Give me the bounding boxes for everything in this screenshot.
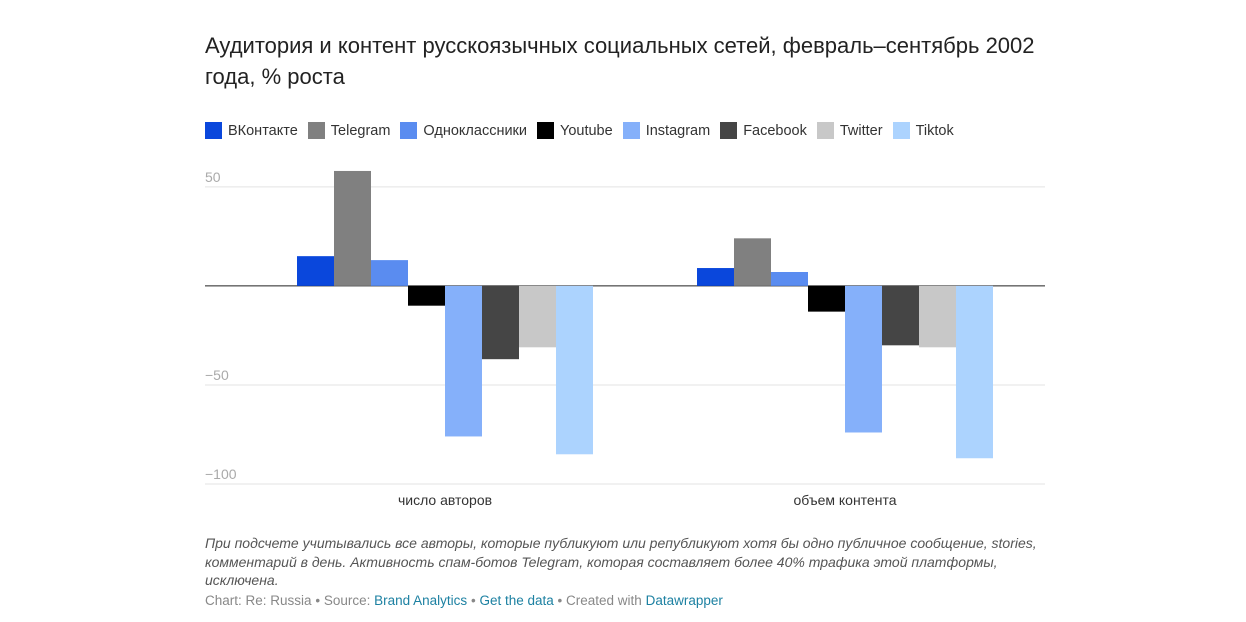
legend-item: ВКонтакте xyxy=(205,122,298,139)
legend-label: Instagram xyxy=(645,122,711,139)
bar xyxy=(556,285,593,455)
legend-item: Instagram xyxy=(622,122,711,139)
bar xyxy=(734,238,771,286)
legend-item: Facebook xyxy=(720,122,807,139)
legend-swatch xyxy=(892,122,910,139)
bar xyxy=(408,285,445,306)
data-link[interactable]: Get the data xyxy=(479,593,554,608)
bar xyxy=(445,285,482,437)
bar xyxy=(771,272,808,286)
legend-label: Одноклассники xyxy=(423,122,527,139)
header: Аудитория и контент русскоязычных социал… xyxy=(205,30,1045,139)
bar xyxy=(697,268,734,286)
y-tick-label: 50 xyxy=(205,169,221,185)
legend-label: Youtube xyxy=(560,122,613,139)
x-tick-label: число авторов xyxy=(398,492,492,508)
source-label: Source: xyxy=(323,593,371,608)
bar xyxy=(519,285,556,348)
separator: • xyxy=(557,593,563,608)
legend-swatch xyxy=(205,122,222,139)
credit: Chart: Re: Russia xyxy=(205,593,312,608)
bar xyxy=(919,285,956,348)
legend-swatch xyxy=(622,122,640,139)
legend-swatch xyxy=(400,122,418,139)
tool-link[interactable]: Datawrapper xyxy=(645,593,723,608)
legend-item: Telegram xyxy=(307,122,391,139)
created-label: Created with xyxy=(566,593,642,608)
legend-item: Одноклассники xyxy=(400,122,527,139)
legend-swatch xyxy=(307,122,325,139)
bar xyxy=(808,285,845,312)
y-tick-label: −50 xyxy=(205,367,229,383)
y-tick-label: −100 xyxy=(205,466,237,482)
legend-swatch xyxy=(537,122,554,139)
legend-label: Telegram xyxy=(330,122,391,139)
bar xyxy=(956,285,993,459)
separator: • xyxy=(315,593,321,608)
legend-item: Tiktok xyxy=(892,122,954,139)
bar xyxy=(297,256,334,286)
source-line: Chart: Re: Russia • Source: Brand Analyt… xyxy=(205,593,723,608)
separator: • xyxy=(470,593,476,608)
legend-item: Twitter xyxy=(816,122,883,139)
legend: ВКонтакте Telegram Одноклассники Youtube Ins… xyxy=(205,122,954,139)
bar xyxy=(845,285,882,433)
bar xyxy=(371,260,408,286)
legend-label: ВКонтакте xyxy=(228,122,298,139)
bar xyxy=(334,170,371,286)
bar xyxy=(482,285,519,360)
legend-label: Tiktok xyxy=(915,122,954,139)
source-link[interactable]: Brand Analytics xyxy=(374,593,468,608)
notes: При подсчете учитывались все авторы, кот… xyxy=(205,535,1037,588)
x-tick-label: объем контента xyxy=(793,492,896,508)
chart-title: Аудитория и контент русскоязычных социал… xyxy=(205,33,1035,89)
legend-item: Youtube xyxy=(537,122,613,139)
legend-swatch xyxy=(720,122,738,139)
legend-label: Twitter xyxy=(839,122,883,139)
legend-swatch xyxy=(816,122,834,139)
bar xyxy=(882,285,919,346)
legend-label: Facebook xyxy=(743,122,807,139)
